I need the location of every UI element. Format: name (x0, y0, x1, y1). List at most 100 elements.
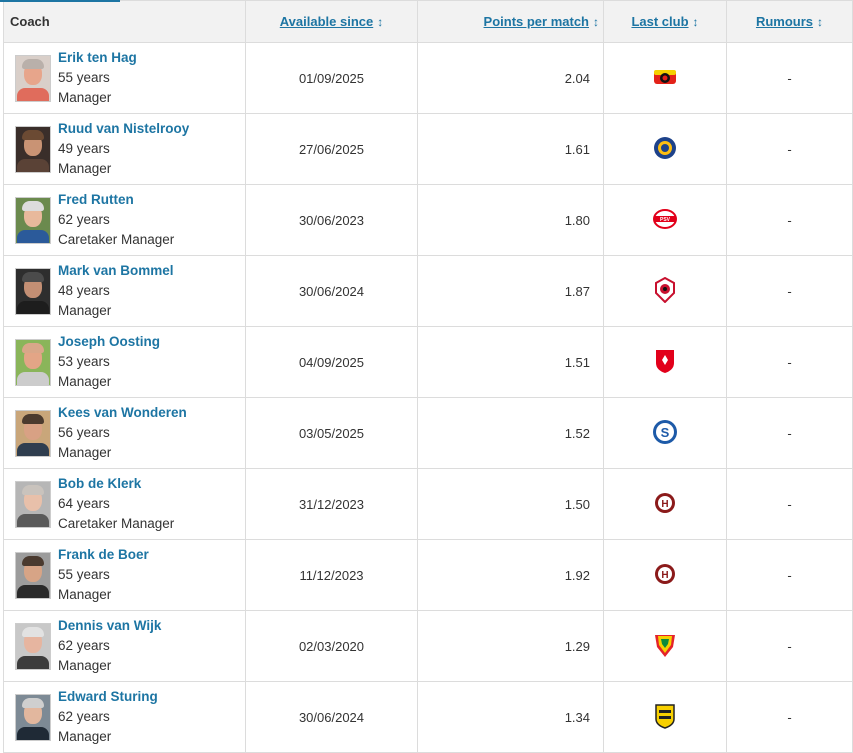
bayer-leverkusen-crest-icon[interactable] (653, 68, 677, 89)
coach-cell: Frank de Boer 55 years Manager (3, 539, 246, 611)
points-per-match-cell: 1.92 (417, 539, 604, 611)
coach-cell: Fred Rutten 62 years Caretaker Manager (3, 184, 246, 256)
tab-accent-bar (0, 0, 120, 2)
coach-cell: Edward Sturing 62 years Manager (3, 681, 246, 753)
last-club-cell (603, 610, 727, 682)
leicester-city-crest-icon[interactable] (653, 136, 677, 163)
fc-twente-crest-icon[interactable] (654, 348, 676, 377)
table-row: Dennis van Wijk 62 years Manager 02/03/2… (3, 610, 853, 682)
points-per-match-cell: 2.04 (417, 42, 604, 114)
rumours-cell: - (726, 255, 853, 327)
column-header-coach: Coach (3, 0, 246, 43)
coach-cell: Erik ten Hag 55 years Manager (3, 42, 246, 114)
coach-photo[interactable] (15, 480, 51, 528)
coach-cell: Mark van Bommel 48 years Manager (3, 255, 246, 327)
coach-name-link[interactable]: Ruud van Nistelrooy (58, 121, 190, 136)
coach-role: Manager (58, 303, 112, 318)
coach-photo[interactable] (15, 196, 51, 244)
column-header-points-per-match[interactable]: Points per match ↕ (417, 0, 604, 43)
coach-photo[interactable] (15, 54, 51, 102)
hfc-haarlem-crest-icon[interactable]: H (654, 563, 676, 588)
coach-age: 62 years (58, 709, 110, 724)
sort-link-points-per-match[interactable]: Points per match (483, 14, 589, 29)
table-row: Ruud van Nistelrooy 49 years Manager 27/… (3, 113, 853, 185)
coach-name-link[interactable]: Kees van Wonderen (58, 405, 187, 420)
coach-role: Manager (58, 161, 112, 176)
points-per-match-cell: 1.34 (417, 681, 604, 753)
last-club-cell (603, 681, 727, 753)
coach-name-link[interactable]: Joseph Oosting (58, 334, 161, 349)
coach-role: Manager (58, 90, 112, 105)
coach-name-link[interactable]: Bob de Klerk (58, 476, 142, 491)
coach-age: 49 years (58, 141, 110, 156)
coach-photo[interactable] (15, 338, 51, 386)
sort-link-available-since[interactable]: Available since (279, 14, 374, 29)
points-per-match-cell: 1.50 (417, 468, 604, 540)
points-per-match-cell: 1.80 (417, 184, 604, 256)
coach-photo[interactable] (15, 125, 51, 173)
coach-role: Manager (58, 729, 112, 744)
coach-photo[interactable] (15, 693, 51, 741)
schalke-crest-icon[interactable]: S (652, 419, 678, 448)
rumours-cell: - (726, 468, 853, 540)
vitesse-crest-icon[interactable] (654, 703, 676, 732)
sort-link-rumours[interactable]: Rumours (755, 14, 814, 29)
available-since-cell: 01/09/2025 (245, 42, 418, 114)
rumours-cell: - (726, 326, 853, 398)
coach-photo[interactable] (15, 551, 51, 599)
rumours-cell: - (726, 397, 853, 469)
available-since-cell: 02/03/2020 (245, 610, 418, 682)
kv-oostende-crest-icon[interactable] (654, 632, 676, 661)
svg-text:S: S (661, 425, 670, 440)
sort-arrows-icon: ↕ (692, 15, 699, 29)
rumours-cell: - (726, 42, 853, 114)
coach-role: Manager (58, 445, 112, 460)
coach-photo[interactable] (15, 622, 51, 670)
psv-crest-icon[interactable]: PSV (653, 208, 677, 233)
last-club-cell: S (603, 397, 727, 469)
column-header-last-club[interactable]: Last club ↕ (603, 0, 727, 43)
svg-text:H: H (661, 570, 668, 581)
coach-photo[interactable] (15, 409, 51, 457)
coach-photo[interactable] (15, 267, 51, 315)
coach-name-link[interactable]: Fred Rutten (58, 192, 134, 207)
table-row: Fred Rutten 62 years Caretaker Manager 3… (3, 184, 853, 256)
svg-text:PSV: PSV (660, 217, 671, 223)
svg-text:H: H (661, 499, 668, 510)
table-row: Erik ten Hag 55 years Manager 01/09/2025… (3, 42, 853, 114)
coach-cell: Bob de Klerk 64 years Caretaker Manager (3, 468, 246, 540)
table-row: Mark van Bommel 48 years Manager 30/06/2… (3, 255, 853, 327)
sort-link-last-club[interactable]: Last club (631, 14, 689, 29)
rumours-cell: - (726, 113, 853, 185)
coach-role: Manager (58, 587, 112, 602)
royal-antwerp-crest-icon[interactable] (655, 276, 675, 306)
coach-age: 56 years (58, 425, 110, 440)
available-since-cell: 04/09/2025 (245, 326, 418, 398)
available-since-cell: 27/06/2025 (245, 113, 418, 185)
hfc-haarlem-crest-icon[interactable]: H (654, 492, 676, 517)
coach-name-link[interactable]: Edward Sturing (58, 689, 158, 704)
points-per-match-cell: 1.87 (417, 255, 604, 327)
available-since-cell: 30/06/2024 (245, 255, 418, 327)
column-header-rumours[interactable]: Rumours ↕ (726, 0, 853, 43)
last-club-cell: PSV (603, 184, 727, 256)
coach-name-link[interactable]: Mark van Bommel (58, 263, 174, 278)
coach-age: 55 years (58, 567, 110, 582)
coach-age: 64 years (58, 496, 110, 511)
last-club-cell: H (603, 468, 727, 540)
coach-cell: Joseph Oosting 53 years Manager (3, 326, 246, 398)
column-header-available-since[interactable]: Available since ↕ (245, 0, 418, 43)
rumours-cell: - (726, 610, 853, 682)
rumours-cell: - (726, 681, 853, 753)
coach-role: Caretaker Manager (58, 516, 175, 531)
last-club-cell (603, 255, 727, 327)
coach-name-link[interactable]: Erik ten Hag (58, 50, 137, 65)
coach-name-link[interactable]: Frank de Boer (58, 547, 149, 562)
points-per-match-cell: 1.52 (417, 397, 604, 469)
coach-name-link[interactable]: Dennis van Wijk (58, 618, 162, 633)
rumours-cell: - (726, 184, 853, 256)
points-per-match-cell: 1.61 (417, 113, 604, 185)
available-since-cell: 30/06/2024 (245, 681, 418, 753)
table-row: Frank de Boer 55 years Manager 11/12/202… (3, 539, 853, 611)
table-row: Edward Sturing 62 years Manager 30/06/20… (3, 681, 853, 753)
